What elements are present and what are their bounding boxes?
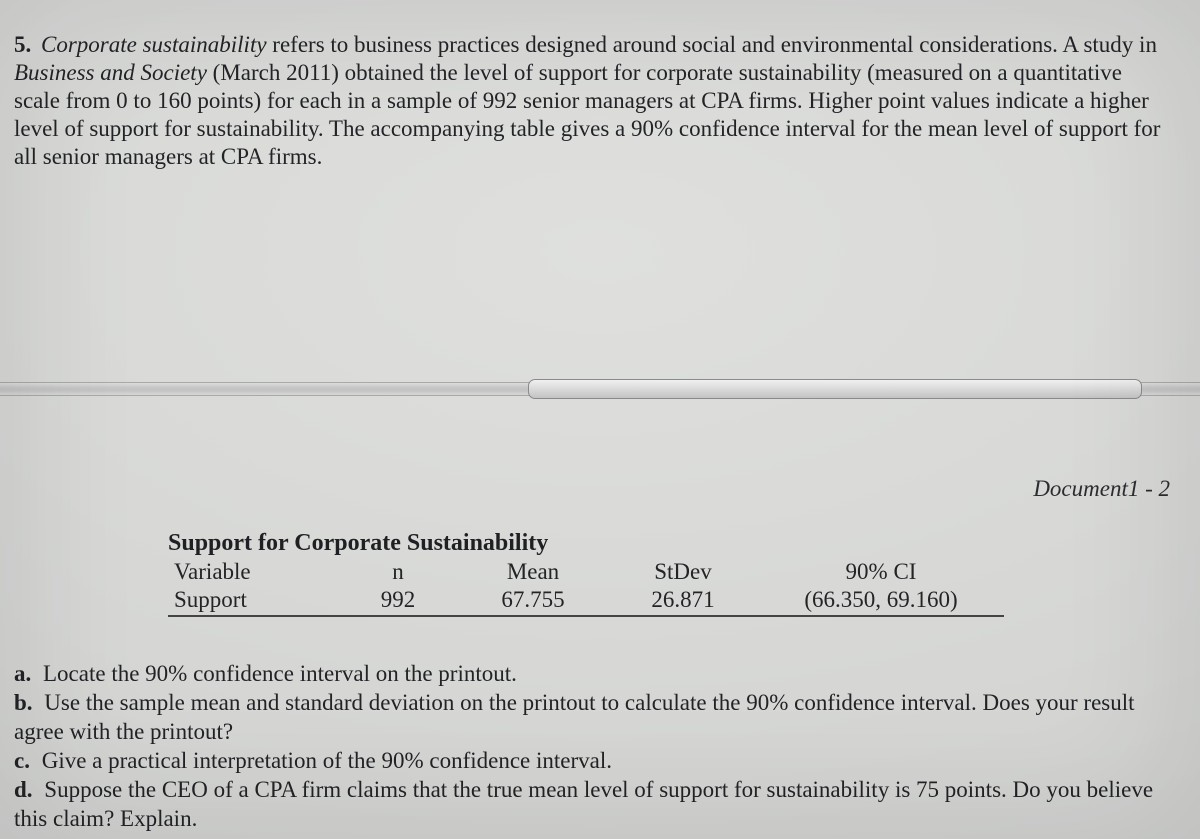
stats-table: Variable n Mean StDev 90% CI Support 992… — [168, 559, 1004, 617]
cell-mean: 67.755 — [458, 587, 608, 616]
subquestion-d: d. Suppose the CEO of a CPA firm claims … — [14, 776, 1184, 834]
stats-table-region: Support for Corporate Sustainability Var… — [168, 530, 1004, 617]
col-ci: 90% CI — [758, 559, 1004, 587]
table-header-row: Variable n Mean StDev 90% CI — [168, 559, 1004, 587]
cell-n: 992 — [338, 587, 458, 616]
horizontal-scrollbar[interactable] — [0, 378, 1200, 400]
intro-text-1: refers to business practices designed ar… — [267, 32, 1157, 57]
cell-stdev: 26.871 — [608, 587, 758, 616]
letter-c: c. — [14, 748, 30, 773]
text-c: Give a practical interpretation of the 9… — [42, 748, 612, 773]
letter-d: d. — [14, 777, 33, 802]
table-row: Support 992 67.755 26.871 (66.350, 69.16… — [168, 587, 1004, 616]
letter-a: a. — [14, 661, 31, 686]
document-page-label: Document1 - 2 — [1033, 476, 1170, 502]
scrollbar-thumb[interactable] — [528, 379, 1142, 399]
cell-ci: (66.350, 69.160) — [758, 587, 1004, 616]
text-d: Suppose the CEO of a CPA firm claims tha… — [14, 777, 1153, 831]
subquestion-c: c. Give a practical interpretation of th… — [14, 747, 1184, 776]
col-n: n — [338, 559, 458, 587]
col-mean: Mean — [458, 559, 608, 587]
text-a: Locate the 90% confidence interval on th… — [43, 661, 517, 686]
text-b: Use the sample mean and standard deviati… — [14, 690, 1135, 744]
col-stdev: StDev — [608, 559, 758, 587]
col-variable: Variable — [168, 559, 338, 587]
blank-space — [0, 194, 1200, 374]
question-intro: 5. Corporate sustainability refers to bu… — [0, 23, 1200, 171]
journal-name: Business and Society — [14, 60, 207, 85]
question-number: 5. — [14, 32, 31, 57]
page-sheet: 5. Corporate sustainability refers to bu… — [0, 0, 1200, 839]
table-title: Support for Corporate Sustainability — [168, 530, 1004, 557]
letter-b: b. — [14, 690, 33, 715]
term-corporate-sustainability: Corporate sustainability — [41, 32, 267, 57]
subquestion-list: a. Locate the 90% confidence interval on… — [14, 660, 1184, 834]
subquestion-b: b. Use the sample mean and standard devi… — [14, 689, 1184, 747]
subquestion-a: a. Locate the 90% confidence interval on… — [14, 660, 1184, 689]
cell-variable: Support — [168, 587, 338, 616]
